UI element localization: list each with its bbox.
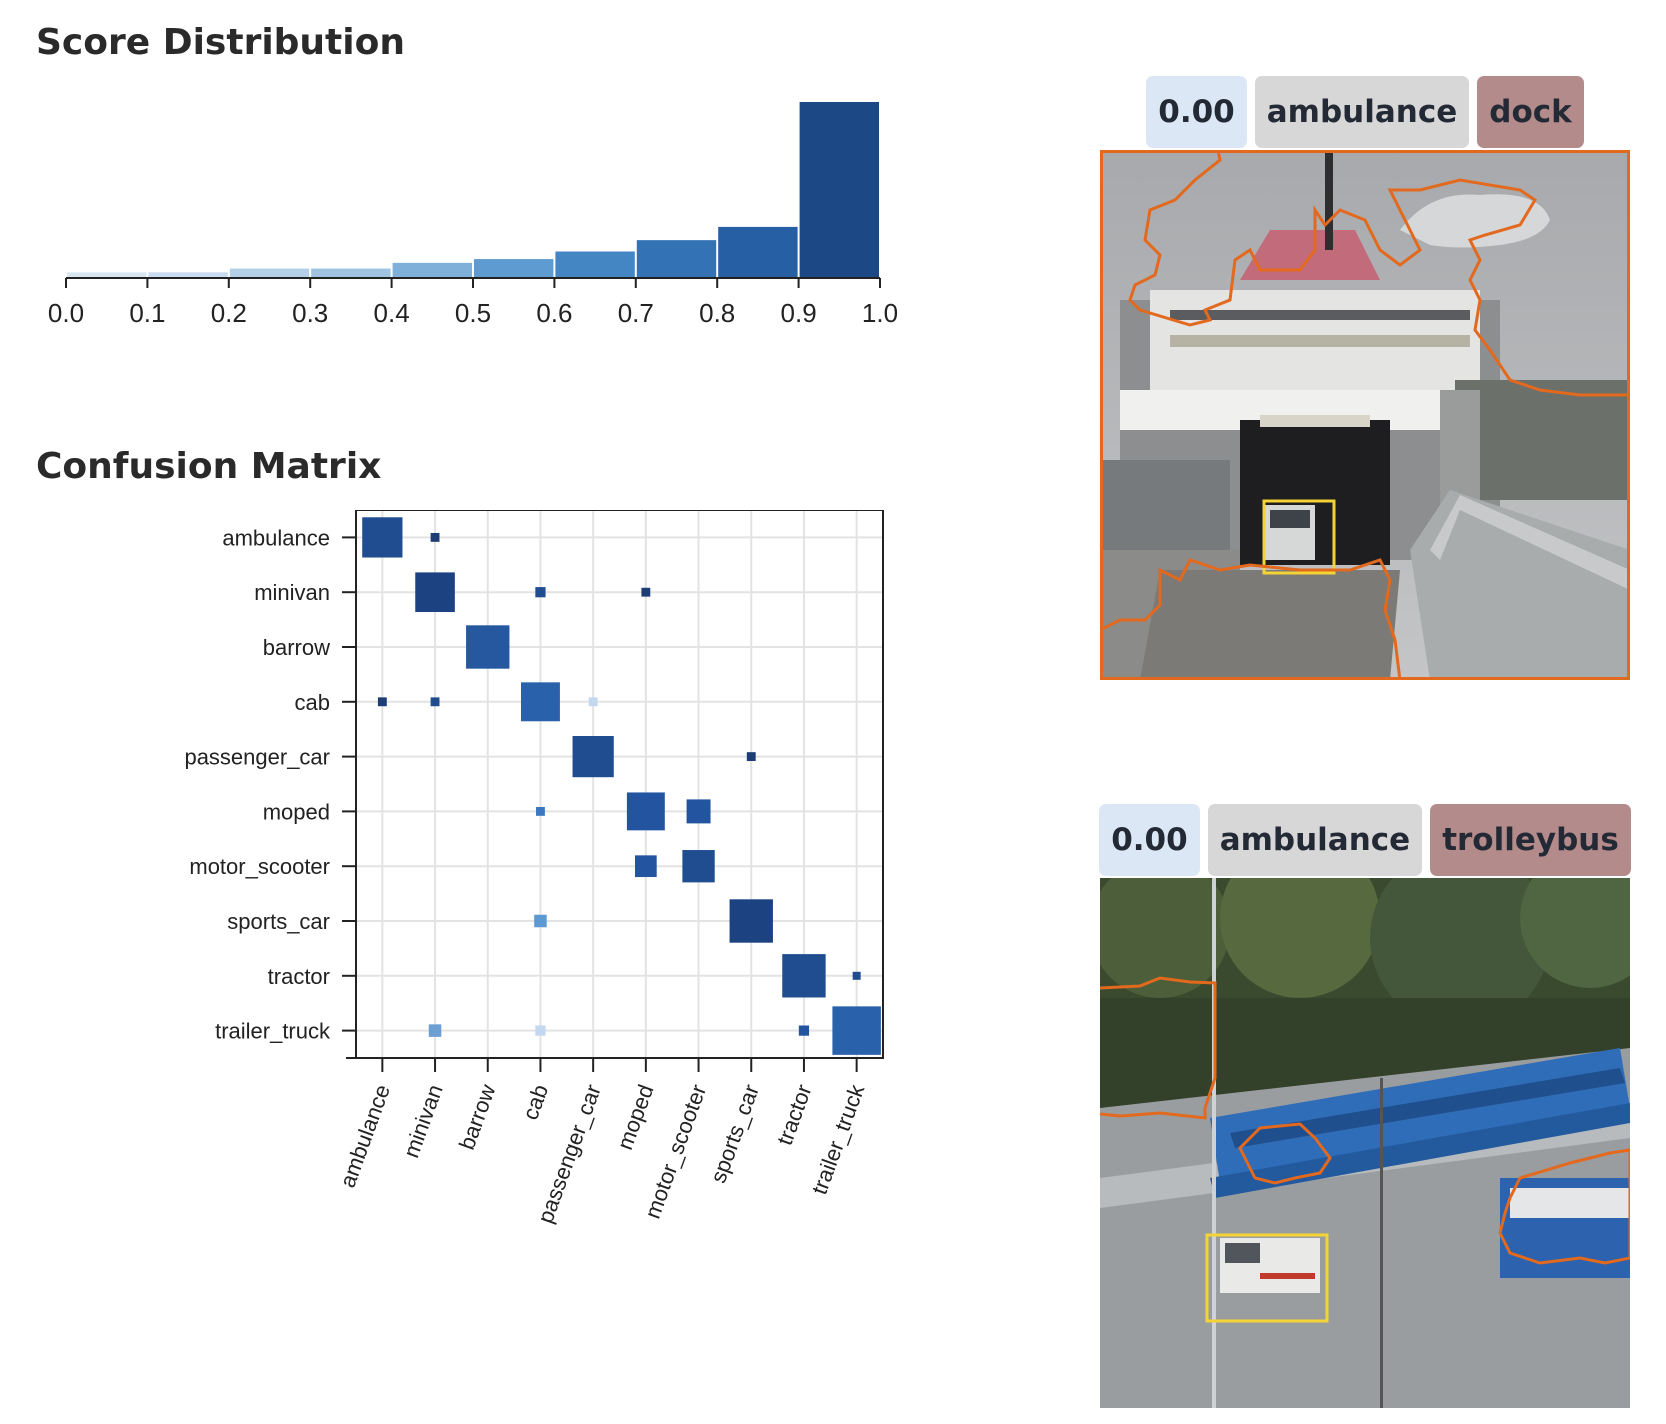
trolleybus-street-image (1100, 878, 1630, 1408)
matrix-cell (520, 682, 560, 722)
score-histogram: 0.0 0.1 0.2 0.3 0.4 0.5 0.6 0.7 0.8 0.9 1.0 (48, 102, 898, 328)
matrix-cell (466, 625, 510, 669)
x-tick-label: 1.0 (862, 298, 898, 328)
x-tick-label: 0.4 (374, 298, 410, 328)
x-tick-label: 0.6 (536, 298, 572, 328)
score-tag: 0.00 (1146, 76, 1247, 148)
matrix-cell (415, 572, 455, 612)
x-tick-label: 0.7 (618, 298, 654, 328)
score-tag: 0.00 (1099, 804, 1200, 876)
sample-tags: 0.00 ambulance trolleybus (1099, 804, 1631, 876)
matrix-cell (626, 792, 665, 831)
histogram-bar (229, 268, 310, 278)
sample-card-trolleybus[interactable]: 0.00 ambulance trolleybus (1099, 804, 1631, 1408)
histogram-bar (636, 240, 717, 278)
sample-tags: 0.00 ambulance dock (1100, 76, 1630, 148)
histogram-bar (799, 102, 879, 278)
ground-truth-tag: ambulance (1207, 804, 1423, 876)
y-tick-label: trailer_truck (215, 1019, 331, 1044)
matrix-cell (782, 954, 826, 998)
x-tick-label: cab (518, 1081, 554, 1123)
matrix-cell (535, 587, 546, 598)
sample-image-ferry-dock[interactable] (1100, 150, 1630, 680)
y-tick-label: motor_scooter (189, 854, 330, 879)
matrix-cell (686, 799, 711, 824)
matrix-cell (641, 587, 651, 597)
confusion-matrix-title: Confusion Matrix (36, 446, 382, 487)
matrix-cell (362, 517, 403, 558)
histogram-bar (555, 251, 635, 278)
matrix-cell (635, 855, 657, 878)
x-tick-label: ambulance (335, 1081, 395, 1191)
score-distribution-title: Score Distribution (36, 22, 405, 63)
y-tick-label: ambulance (222, 525, 330, 550)
x-tick-label: 0.2 (211, 298, 247, 328)
matrix-cell (729, 899, 773, 943)
x-tick-label: 0.9 (781, 298, 817, 328)
matrix-cell (534, 914, 547, 928)
x-tick-label: tractor (772, 1081, 817, 1148)
x-tick-label: 0.0 (48, 298, 84, 328)
x-tick-label: sports_car (705, 1081, 764, 1186)
histogram-bar (311, 268, 391, 278)
x-tick-label: trailer_truck (807, 1080, 870, 1197)
y-tick-label: sports_car (227, 909, 330, 934)
matrix-cell (428, 1024, 442, 1037)
matrix-cell (852, 971, 861, 980)
sample-image-trolleybus-street[interactable] (1100, 878, 1630, 1408)
x-tick-label: minivan (398, 1081, 447, 1161)
y-tick-label: minivan (254, 580, 330, 605)
matrix-cell (798, 1025, 810, 1036)
matrix-cell (572, 735, 614, 778)
histogram-bar (718, 226, 798, 278)
x-tick-label: 0.5 (455, 298, 491, 328)
matrix-cell (377, 697, 387, 707)
histogram-bar (67, 272, 147, 278)
y-tick-label: cab (295, 690, 330, 715)
x-tick-label: 0.3 (292, 298, 328, 328)
histogram-bar (148, 272, 228, 278)
y-tick-label: tractor (268, 964, 330, 989)
y-tick-label: barrow (263, 635, 330, 660)
x-tick-label: barrow (454, 1081, 501, 1153)
sample-card-dock[interactable]: 0.00 ambulance dock (1100, 76, 1630, 680)
y-tick-label: passenger_car (184, 745, 330, 770)
matrix-cell (682, 850, 715, 883)
matrix-cell (535, 1025, 546, 1036)
ferry-dock-image (1100, 150, 1630, 680)
x-tick-label: 0.8 (699, 298, 735, 328)
confusion-matrix: ambulanceminivanbarrowcabpassenger_carmo… (184, 510, 884, 1226)
ground-truth-tag: ambulance (1254, 76, 1470, 148)
matrix-cell (832, 1006, 881, 1055)
matrix-cell (430, 532, 440, 542)
histogram-bar (474, 259, 554, 278)
prediction-tag: dock (1477, 76, 1584, 148)
x-tick-label: moped (612, 1081, 659, 1153)
matrix-cell (588, 697, 598, 707)
histogram-bar (392, 262, 472, 278)
matrix-cell (746, 752, 756, 762)
matrix-cell (536, 806, 545, 816)
x-tick-label: 0.1 (129, 298, 165, 328)
prediction-tag: trolleybus (1430, 804, 1631, 876)
y-tick-label: moped (263, 799, 330, 824)
matrix-cell (430, 697, 440, 707)
